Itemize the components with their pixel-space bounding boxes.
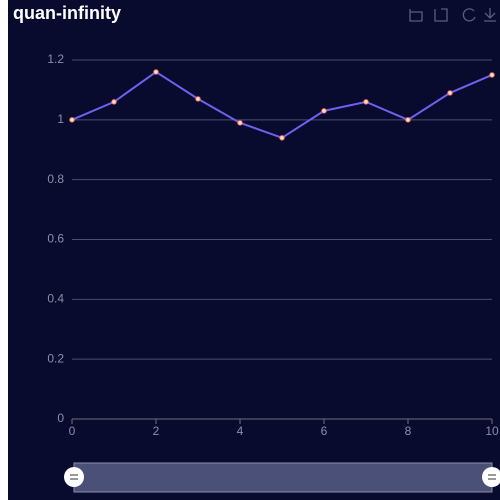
x-tick-label: 4: [237, 424, 244, 438]
save-icon[interactable]: [484, 8, 496, 22]
toolbox[interactable]: [409, 8, 496, 22]
point: [69, 117, 75, 123]
point: [405, 117, 411, 123]
handle-grip: [488, 474, 496, 480]
slider-handle[interactable]: [64, 467, 84, 487]
y-tick-label: 1: [57, 112, 64, 126]
y-tick-label: 0.8: [47, 172, 64, 186]
y-tick-label: 0: [57, 411, 64, 425]
data-zoom-slider[interactable]: [64, 462, 500, 493]
x-tick-label: 2: [153, 424, 160, 438]
x-tick-label: 0: [69, 424, 76, 438]
y-tick-label: 0.6: [47, 232, 64, 246]
point: [363, 99, 369, 105]
y-tick-label: 0.4: [47, 292, 64, 306]
x-tick-label: 6: [321, 424, 328, 438]
x-tick-label: 10: [485, 424, 499, 438]
slider-handle[interactable]: [482, 467, 500, 487]
background: [8, 0, 500, 500]
zoom-icon[interactable]: [409, 9, 423, 22]
point: [195, 96, 201, 102]
chart-title: quan-infinity: [13, 3, 121, 23]
x-tick-label: 8: [405, 424, 412, 438]
zoom-reset-icon[interactable]: [434, 8, 448, 22]
point: [111, 99, 117, 105]
point: [321, 108, 327, 114]
handle-grip: [70, 474, 78, 480]
point: [237, 120, 243, 126]
point: [447, 90, 453, 96]
restore-icon[interactable]: [462, 8, 476, 22]
point: [153, 69, 159, 75]
point: [489, 72, 495, 78]
y-tick-label: 0.2: [47, 351, 64, 365]
slider-track[interactable]: [73, 462, 493, 493]
point: [279, 135, 285, 141]
y-tick-label: 1.2: [47, 52, 64, 66]
